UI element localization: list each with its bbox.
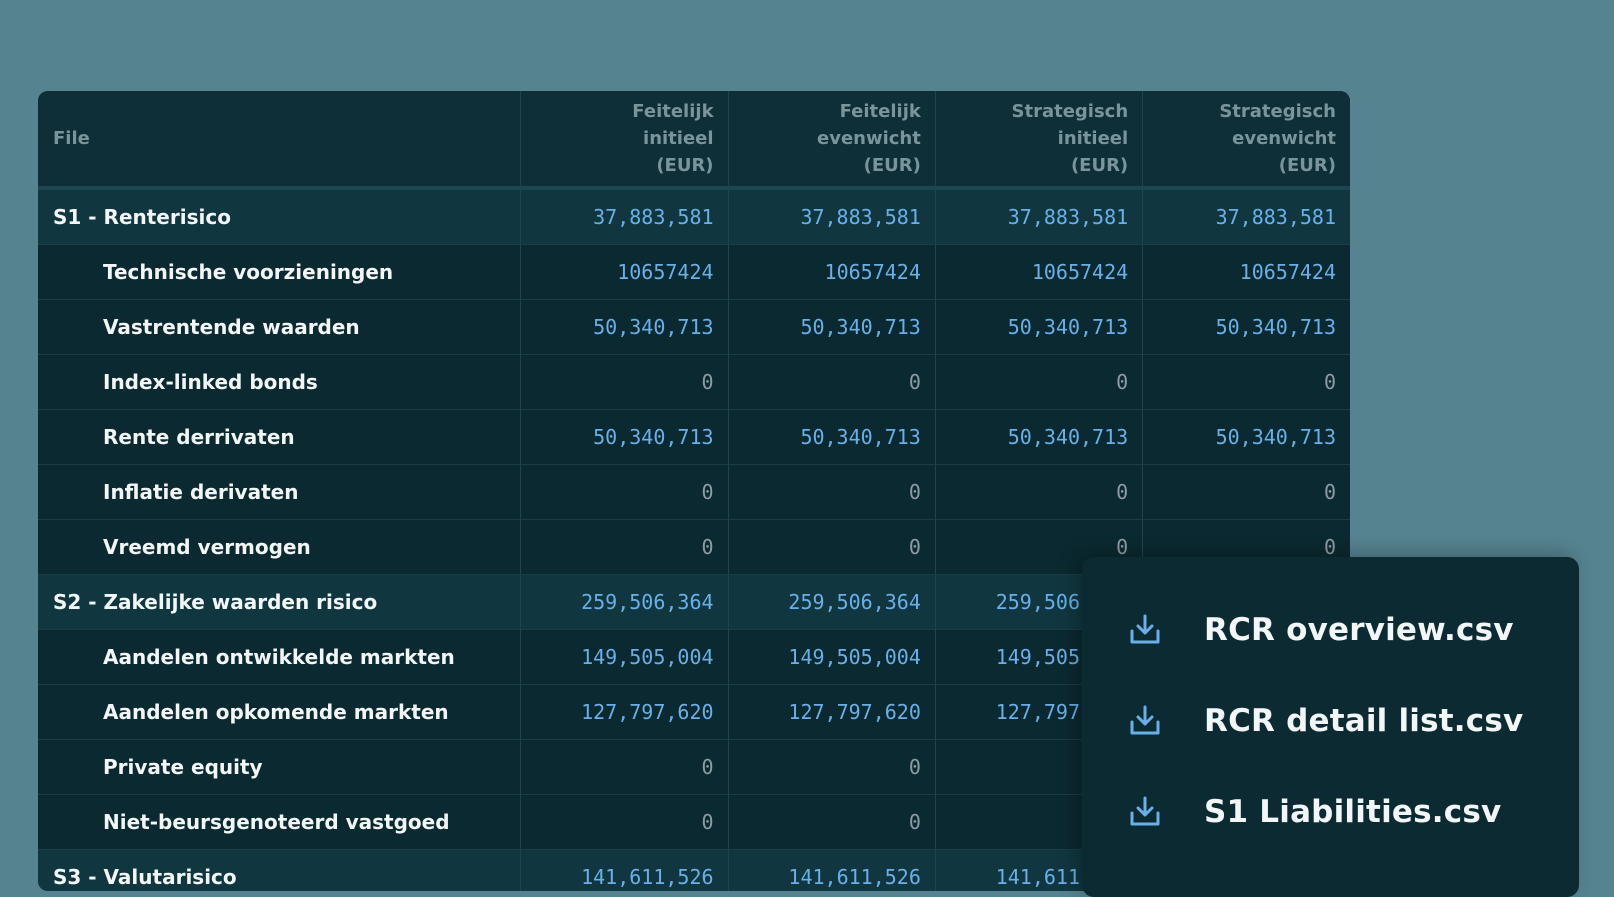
column-header-strategisch-evenwicht[interactable]: Strategisch evenwicht (EUR) xyxy=(1142,91,1350,190)
row-label: Aandelen opkomende markten xyxy=(38,684,521,740)
cell-value: 50,340,713 xyxy=(1142,409,1350,465)
cell-value: 50,340,713 xyxy=(1142,299,1350,355)
cell-value: 50,340,713 xyxy=(934,299,1143,355)
cell-value: 50,340,713 xyxy=(934,409,1143,465)
row-label: S3 - Valutarisico xyxy=(38,849,521,891)
cell-value: 10657424 xyxy=(520,244,729,300)
cell-value: 10657424 xyxy=(934,244,1143,300)
table-row[interactable]: Rente derrivaten 50,340,713 50,340,713 50,3… xyxy=(38,409,1350,465)
download-rcr-overview-button[interactable]: RCR overview.csv xyxy=(1126,605,1514,655)
table-row[interactable]: Vastrentende waarden 50,340,713 50,340,713… xyxy=(38,299,1350,355)
cell-value: 50,340,713 xyxy=(520,409,729,465)
cell-value: 0 xyxy=(520,464,729,520)
column-header-unit: (EUR) xyxy=(1278,155,1336,176)
column-header-feitelijk-evenwicht[interactable]: Feitelijk evenwicht (EUR) xyxy=(727,91,936,190)
cell-value: 0 xyxy=(520,739,729,795)
column-header-label: File xyxy=(53,128,90,149)
download-icon xyxy=(1130,614,1160,644)
cell-value: 259,506,364 xyxy=(727,574,936,630)
cell-value: 50,340,713 xyxy=(520,299,729,355)
column-header-feitelijk-initieel[interactable]: Feitelijk initieel (EUR) xyxy=(520,91,729,190)
download-icon xyxy=(1130,705,1160,735)
cell-value: 259,506,364 xyxy=(520,574,729,630)
column-header-file[interactable]: File xyxy=(38,91,521,190)
column-header-unit: (EUR) xyxy=(656,155,714,176)
table-header-row: File Feitelijk initieel (EUR) Feitelijk … xyxy=(38,91,1350,190)
cell-value: 0 xyxy=(520,354,729,410)
download-label: S1 Liabilities.csv xyxy=(1204,794,1502,830)
row-label: Vastrentende waarden xyxy=(38,299,521,355)
cell-value: 127,797,620 xyxy=(727,684,936,740)
row-label: Index-linked bonds xyxy=(38,354,521,410)
cell-value: 0 xyxy=(1142,464,1350,520)
cell-value: 0 xyxy=(1142,354,1350,410)
download-label: RCR overview.csv xyxy=(1204,612,1514,648)
download-rcr-detail-list-button[interactable]: RCR detail list.csv xyxy=(1126,696,1523,746)
cell-value: 50,340,713 xyxy=(727,409,936,465)
cell-value: 149,505,004 xyxy=(727,629,936,685)
cell-value: 0 xyxy=(727,739,936,795)
download-icon xyxy=(1130,796,1160,826)
cell-value: 0 xyxy=(727,464,936,520)
table-row[interactable]: Aandelen opkomende markten 127,797,620 127… xyxy=(38,684,1350,740)
column-header-strategisch-initieel[interactable]: Strategisch initieel (EUR) xyxy=(934,91,1143,190)
cell-value: 37,883,581 xyxy=(520,187,729,245)
column-header-label: initieel xyxy=(643,128,714,149)
cell-value: 10657424 xyxy=(727,244,936,300)
cell-value: 0 xyxy=(934,464,1143,520)
table-row[interactable]: Index-linked bonds 0 0 0 0 xyxy=(38,354,1350,410)
table-row[interactable]: Technische voorzieningen 10657424 10657424… xyxy=(38,244,1350,300)
cell-value: 0 xyxy=(520,794,729,850)
table-row[interactable]: Inflatie derivaten 0 0 0 0 xyxy=(38,464,1350,520)
row-label: Vreemd vermogen xyxy=(38,519,521,575)
cell-value: 127,797,620 xyxy=(520,684,729,740)
cell-value: 37,883,581 xyxy=(1142,187,1350,245)
cell-value: 10657424 xyxy=(1142,244,1350,300)
cell-value: 0 xyxy=(727,794,936,850)
column-header-unit: (EUR) xyxy=(863,155,921,176)
cell-value: 0 xyxy=(727,354,936,410)
cell-value: 149,505,004 xyxy=(520,629,729,685)
column-header-label: Feitelijk xyxy=(632,101,714,122)
column-header-label: Strategisch xyxy=(1219,101,1336,122)
cell-value: 0 xyxy=(520,519,729,575)
cell-value: 141,611,526 xyxy=(520,849,729,891)
table-row[interactable]: Vreemd vermogen 0 0 0 0 xyxy=(38,519,1350,575)
column-header-label: initieel xyxy=(1057,128,1129,149)
table-group-row[interactable]: S1 - Renterisico 37,883,581 37,883,581 37,8… xyxy=(38,187,1350,245)
cell-value: 50,340,713 xyxy=(727,299,936,355)
cell-value: 0 xyxy=(934,354,1143,410)
row-label: S1 - Renterisico xyxy=(38,187,521,245)
row-label: Niet-beursgenoteerd vastgoed xyxy=(38,794,521,850)
cell-value: 37,883,581 xyxy=(934,187,1143,245)
column-header-label: evenwicht xyxy=(1232,128,1336,149)
row-label: Private equity xyxy=(38,739,521,795)
row-label: Aandelen ontwikkelde markten xyxy=(38,629,521,685)
column-header-label: evenwicht xyxy=(817,128,921,149)
row-label: Technische voorzieningen xyxy=(38,244,521,300)
cell-value: 0 xyxy=(727,519,936,575)
column-header-unit: (EUR) xyxy=(1070,155,1129,176)
row-label: Inflatie derivaten xyxy=(38,464,521,520)
row-label: S2 - Zakelijke waarden risico xyxy=(38,574,521,630)
cell-value: 141,611,526 xyxy=(727,849,936,891)
download-s1-liabilities-button[interactable]: S1 Liabilities.csv xyxy=(1126,787,1501,837)
download-panel: RCR overview.csv RCR detail list.csv S1 … xyxy=(1082,557,1579,897)
column-header-label: Strategisch xyxy=(1011,101,1129,122)
download-label: RCR detail list.csv xyxy=(1204,703,1524,739)
cell-value: 37,883,581 xyxy=(727,187,936,245)
column-header-label: Feitelijk xyxy=(839,101,921,122)
row-label: Rente derrivaten xyxy=(38,409,521,465)
